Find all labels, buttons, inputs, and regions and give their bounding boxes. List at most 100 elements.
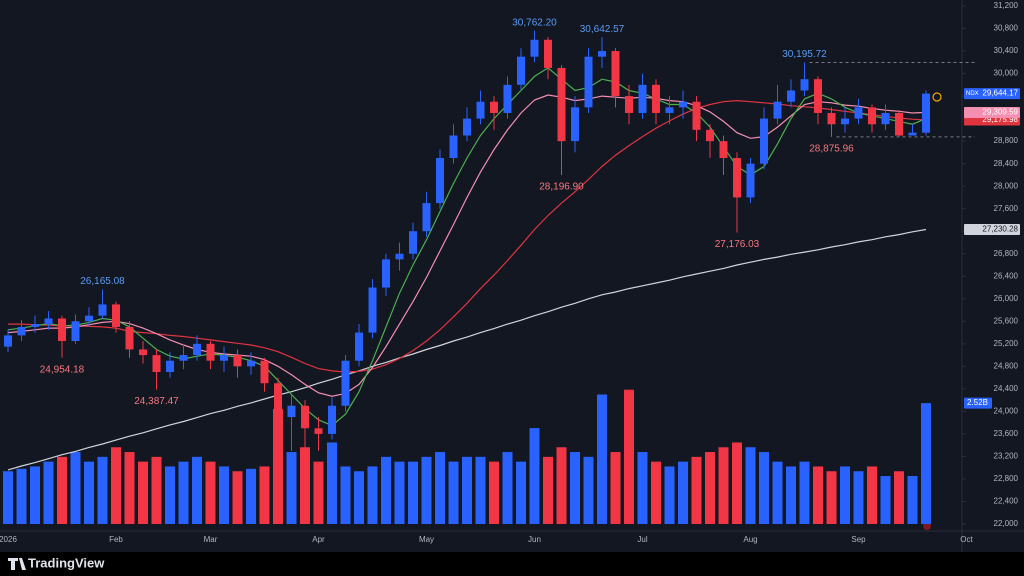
extreme-label: 30,642.57 (580, 24, 625, 35)
volume-bar (678, 461, 688, 524)
volume-bar (232, 471, 243, 524)
candle-body (652, 84, 660, 113)
volume-bar (529, 428, 540, 524)
candle-body (868, 107, 876, 125)
volume-bar (570, 452, 580, 524)
x-tick-label: Feb (109, 535, 123, 544)
volume-bar (70, 452, 81, 524)
candle-body (625, 96, 633, 113)
y-tick-label: 22,800 (994, 474, 1019, 483)
volume-bar (111, 447, 121, 524)
volume-bar (178, 461, 189, 524)
volume-bar (705, 452, 715, 524)
candle-body (881, 112, 890, 125)
volume-bar (664, 466, 675, 524)
y-tick-label: 28,000 (994, 181, 1019, 190)
candle-body (17, 326, 26, 336)
candle-body (152, 355, 161, 372)
candle-body (355, 332, 363, 361)
volume-bar (907, 476, 918, 524)
volume-bar (408, 461, 418, 524)
candle-body (476, 101, 485, 119)
candle-body (368, 287, 377, 333)
y-tick-label: 30,000 (994, 69, 1019, 78)
volume-bar (583, 456, 594, 524)
volume-bar (435, 452, 445, 524)
candle-body (571, 107, 579, 142)
brand-logo (8, 558, 26, 570)
volume-bar (718, 447, 729, 524)
volume-bar (327, 442, 337, 524)
volume-bar (840, 466, 850, 524)
candle-body (679, 101, 687, 108)
candle-body (760, 118, 768, 164)
extreme-label: 28,875.96 (809, 143, 854, 154)
ma-end-label-box (964, 106, 1020, 118)
volume-bar (57, 456, 67, 524)
volume-bar (813, 466, 823, 524)
volume-bar (462, 456, 472, 524)
candle-body (773, 101, 782, 119)
dividend-icon (932, 92, 942, 102)
volume-bar (84, 461, 94, 524)
moving-average-line (7, 228, 927, 471)
candle-body (449, 135, 458, 159)
candle-body (287, 405, 296, 418)
candle-body (193, 343, 201, 356)
candle-body (895, 112, 903, 136)
x-tick-label: Jun (528, 535, 541, 544)
candle-body (260, 360, 269, 384)
x-tick-label: Aug (743, 535, 757, 544)
candle-body (233, 355, 242, 367)
candle-body (908, 132, 917, 136)
volume-bar (381, 456, 391, 524)
volume-bar (772, 461, 783, 524)
candle-body (638, 84, 647, 113)
volume-bar (16, 468, 27, 524)
price-end-label-box (964, 88, 1020, 100)
candle-body (706, 129, 714, 142)
candle-body (247, 360, 255, 367)
candle-body (395, 253, 404, 260)
volume-bar (273, 408, 283, 524)
candle-body (517, 56, 525, 85)
volume-bar (880, 476, 891, 524)
y-tick-label: 25,200 (994, 339, 1019, 348)
volume-bar (97, 456, 108, 524)
candle-body (611, 51, 620, 97)
volume-bar (637, 452, 648, 524)
volume-bar (151, 456, 162, 524)
candle-body (665, 107, 674, 113)
volume-bar (43, 461, 54, 524)
footer (0, 552, 1024, 576)
candle-body (301, 405, 309, 429)
candle-body (409, 231, 417, 254)
volume-bar (165, 466, 175, 524)
candle-body (98, 304, 107, 316)
extreme-label: 24,954.18 (40, 364, 85, 375)
candle-body (314, 428, 323, 434)
moving-average-line (7, 94, 927, 397)
candle-body (71, 321, 80, 342)
candle-body (382, 259, 390, 288)
symbol-label: NDX (966, 91, 979, 97)
moving-average-line (8, 99, 927, 373)
volume-bar (448, 461, 459, 524)
y-tick-label: 30,800 (994, 24, 1019, 33)
volume-bar (489, 461, 499, 524)
volume-bar (421, 456, 432, 524)
volume-bar (543, 456, 553, 524)
volume-bar (300, 447, 310, 524)
x-tick-label: Mar (204, 535, 218, 544)
y-tick-label: 31,200 (994, 1, 1019, 10)
volume-bar (894, 471, 904, 524)
volume-bar (597, 394, 607, 524)
y-tick-label: 24,400 (994, 384, 1019, 393)
volume-bar (286, 452, 297, 524)
y-tick-label: 22,000 (994, 519, 1019, 528)
y-tick-label: 28,400 (994, 159, 1019, 168)
y-tick-label: 27,600 (994, 204, 1019, 213)
y-tick-label: 24,800 (994, 361, 1019, 370)
candle-body (733, 158, 741, 198)
